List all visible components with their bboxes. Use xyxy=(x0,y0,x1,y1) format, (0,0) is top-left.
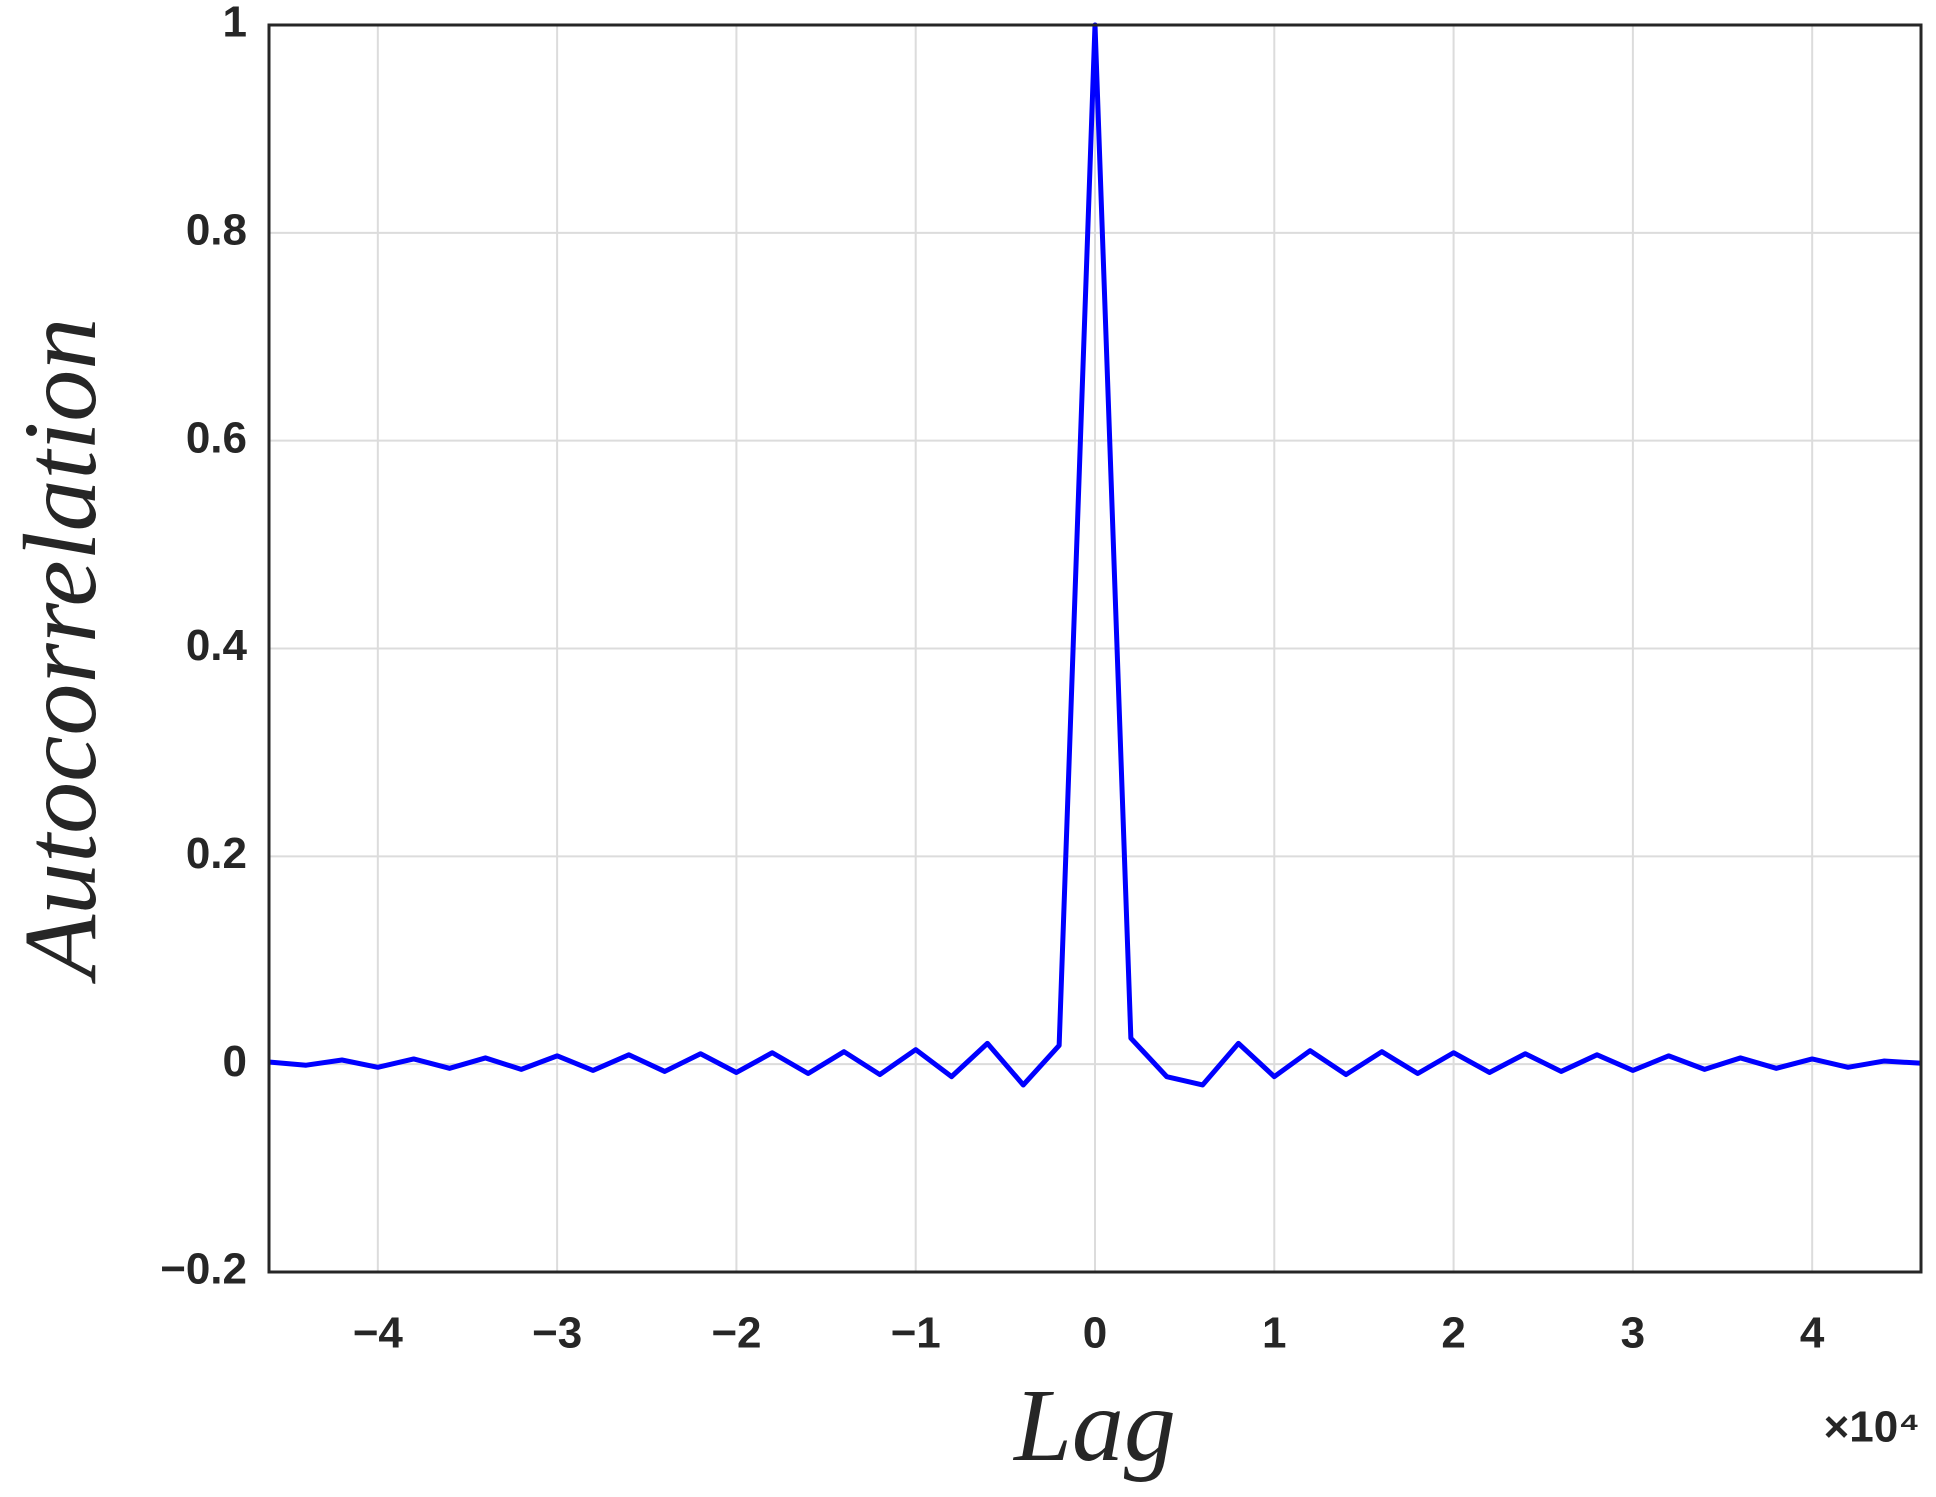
x-tick-label: −4 xyxy=(353,1309,404,1358)
y-tick-label: 0.6 xyxy=(186,413,247,462)
x-tick-label: −3 xyxy=(532,1309,582,1358)
y-axis-label: Autocorrelation xyxy=(3,318,118,985)
plot-frame xyxy=(267,23,1923,1274)
y-tick-label: 0.4 xyxy=(186,621,248,670)
y-tick-label: 0 xyxy=(223,1037,247,1086)
y-tick-label: 0.2 xyxy=(186,829,247,878)
x-multiplier: ×10⁴ xyxy=(1824,1403,1920,1452)
y-tick-label: −0.2 xyxy=(160,1245,247,1294)
x-tick-label: −1 xyxy=(891,1309,941,1358)
x-tick-label: 4 xyxy=(1800,1309,1825,1358)
x-tick-label: 3 xyxy=(1621,1309,1645,1358)
y-tick-label: 1 xyxy=(223,0,247,47)
x-tick-label: 2 xyxy=(1441,1309,1465,1358)
x-tick-label: −2 xyxy=(711,1309,761,1358)
x-tick-label: 1 xyxy=(1262,1309,1286,1358)
y-tick-label: 0.8 xyxy=(186,205,247,254)
x-axis-label: Lag xyxy=(1012,1368,1176,1483)
x-tick-label: 0 xyxy=(1083,1309,1107,1358)
